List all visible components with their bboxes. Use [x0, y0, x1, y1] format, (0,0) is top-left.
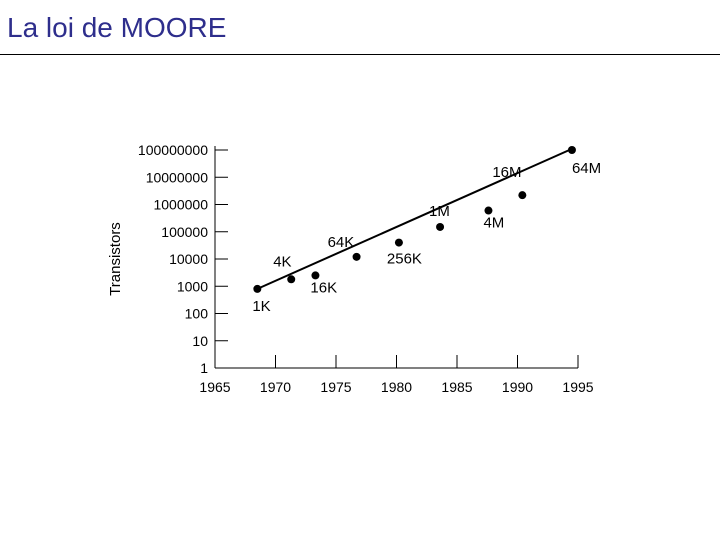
data-point: [436, 222, 445, 231]
y-tick-label: 100000000: [138, 142, 208, 158]
point-label: 256K: [387, 251, 422, 268]
point-label: 16M: [492, 164, 521, 181]
y-tick-label: 10: [192, 333, 208, 349]
x-tick-label: 1975: [320, 379, 351, 395]
y-axis-label: Transistors: [107, 222, 124, 296]
data-point: [518, 191, 527, 200]
data-point: [567, 146, 576, 154]
chart-series: 1K 4K 16K 64K 256K 1M 4M 16M 64M: [252, 146, 601, 315]
point-label: 16K: [310, 279, 337, 296]
point-label: 4K: [273, 253, 291, 270]
y-tick-label: 100000: [161, 224, 208, 240]
y-tick-label: 1000: [177, 278, 208, 294]
y-tick-label: 1: [200, 360, 208, 376]
point-label: 1M: [429, 203, 450, 220]
trend-line: [256, 147, 573, 290]
y-tick-label: 10000000: [146, 169, 209, 185]
data-point: [394, 238, 403, 247]
slide-title: La loi de MOORE: [7, 12, 227, 43]
title-divider: [0, 54, 720, 55]
y-tick-label: 100: [185, 306, 209, 322]
x-tick-group: 1965 1970 1975 1980 1985 1990 1995: [199, 355, 594, 395]
x-tick-label: 1970: [260, 379, 291, 395]
data-point: [287, 275, 296, 284]
data-point: [253, 284, 262, 293]
point-label: 64K: [328, 234, 355, 251]
x-tick-label: 1985: [441, 379, 472, 395]
point-label: 64M: [572, 160, 601, 177]
x-tick-label: 1965: [199, 379, 230, 395]
y-tick-group: 1 10 100 1000 10000 100000 1000000 10000000 1000…: [138, 142, 228, 376]
x-tick-label: 1990: [502, 379, 533, 395]
point-label: 4M: [483, 215, 504, 232]
x-tick-label: 1995: [562, 379, 593, 395]
data-point: [484, 206, 493, 215]
y-tick-label: 1000000: [153, 197, 208, 213]
data-point: [352, 252, 361, 261]
point-label: 1K: [252, 298, 270, 315]
y-tick-label: 10000: [169, 251, 208, 267]
data-point: [311, 271, 320, 280]
x-tick-label: 1980: [381, 379, 412, 395]
